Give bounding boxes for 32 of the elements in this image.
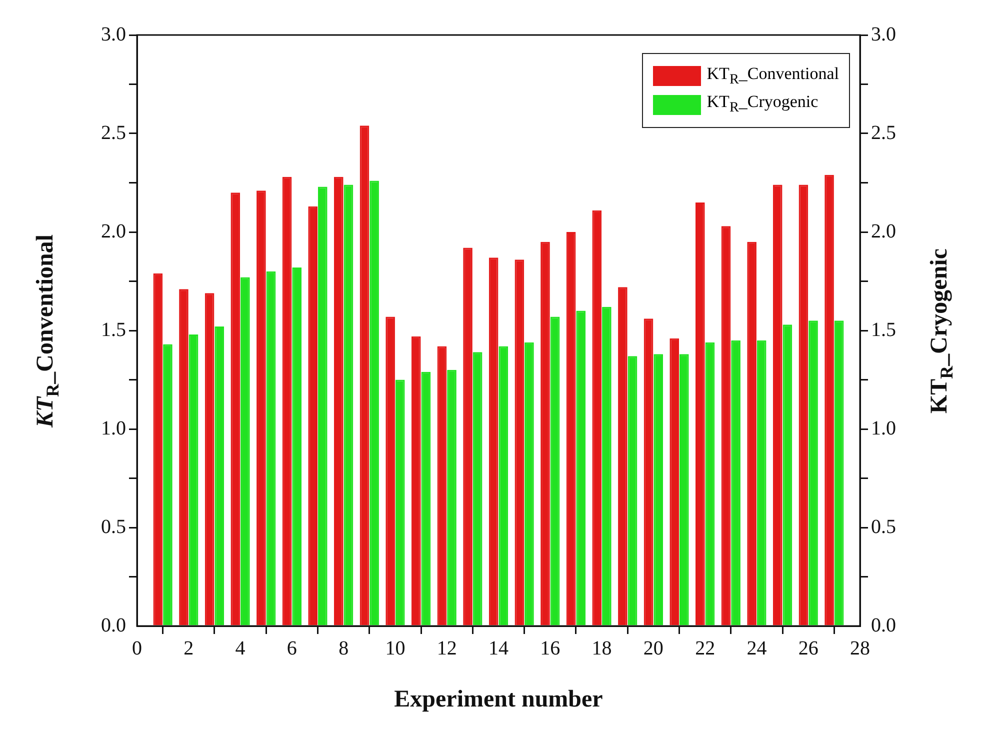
- y2-tick-label: 2.0: [871, 220, 896, 242]
- x-tick-label: 18: [592, 637, 612, 660]
- y2-tick-label: 3.0: [871, 23, 896, 46]
- x-tick-label: 26: [798, 637, 818, 660]
- y-tick-label: 0.5: [101, 516, 126, 538]
- legend-label: KT$_{R}$_Conventional: [706, 64, 839, 88]
- x-tick-label: 28: [850, 637, 870, 660]
- y-tick-label: 1.5: [101, 318, 126, 341]
- x-tick-label: 20: [643, 637, 664, 660]
- x-axis-title: Experiment number: [394, 686, 603, 714]
- y-tick-label: 0.0: [101, 614, 126, 636]
- y2-tick-label: 0.0: [871, 614, 896, 636]
- y2-tick-label: 1.5: [871, 318, 896, 341]
- x-tick-label: 14: [488, 637, 508, 660]
- y2-tick-label: 2.5: [871, 122, 896, 144]
- y-tick-label: 2.5: [101, 122, 126, 144]
- x-tick-label: 8: [338, 637, 349, 660]
- x-tick-label: 22: [695, 637, 716, 660]
- y2-tick-label: 0.5: [871, 516, 896, 538]
- x-tick-label: 16: [540, 637, 560, 660]
- x-tick-label: 24: [746, 637, 767, 660]
- legend-label: KT$_{R}$_Cryogenic: [706, 92, 818, 117]
- x-tick-label: 10: [385, 637, 406, 660]
- x-tick-label: 2: [184, 637, 194, 660]
- y-tick-label: 2.0: [101, 220, 126, 242]
- x-tick-label: 4: [235, 637, 246, 660]
- y2-tick-label: 1.0: [871, 417, 896, 440]
- y-tick-label: 1.0: [101, 417, 126, 440]
- x-tick-label: 6: [286, 637, 297, 660]
- y-tick-label: 3.0: [101, 23, 126, 46]
- x-tick-label: 12: [436, 637, 457, 660]
- x-tick-label: 0: [132, 637, 142, 660]
